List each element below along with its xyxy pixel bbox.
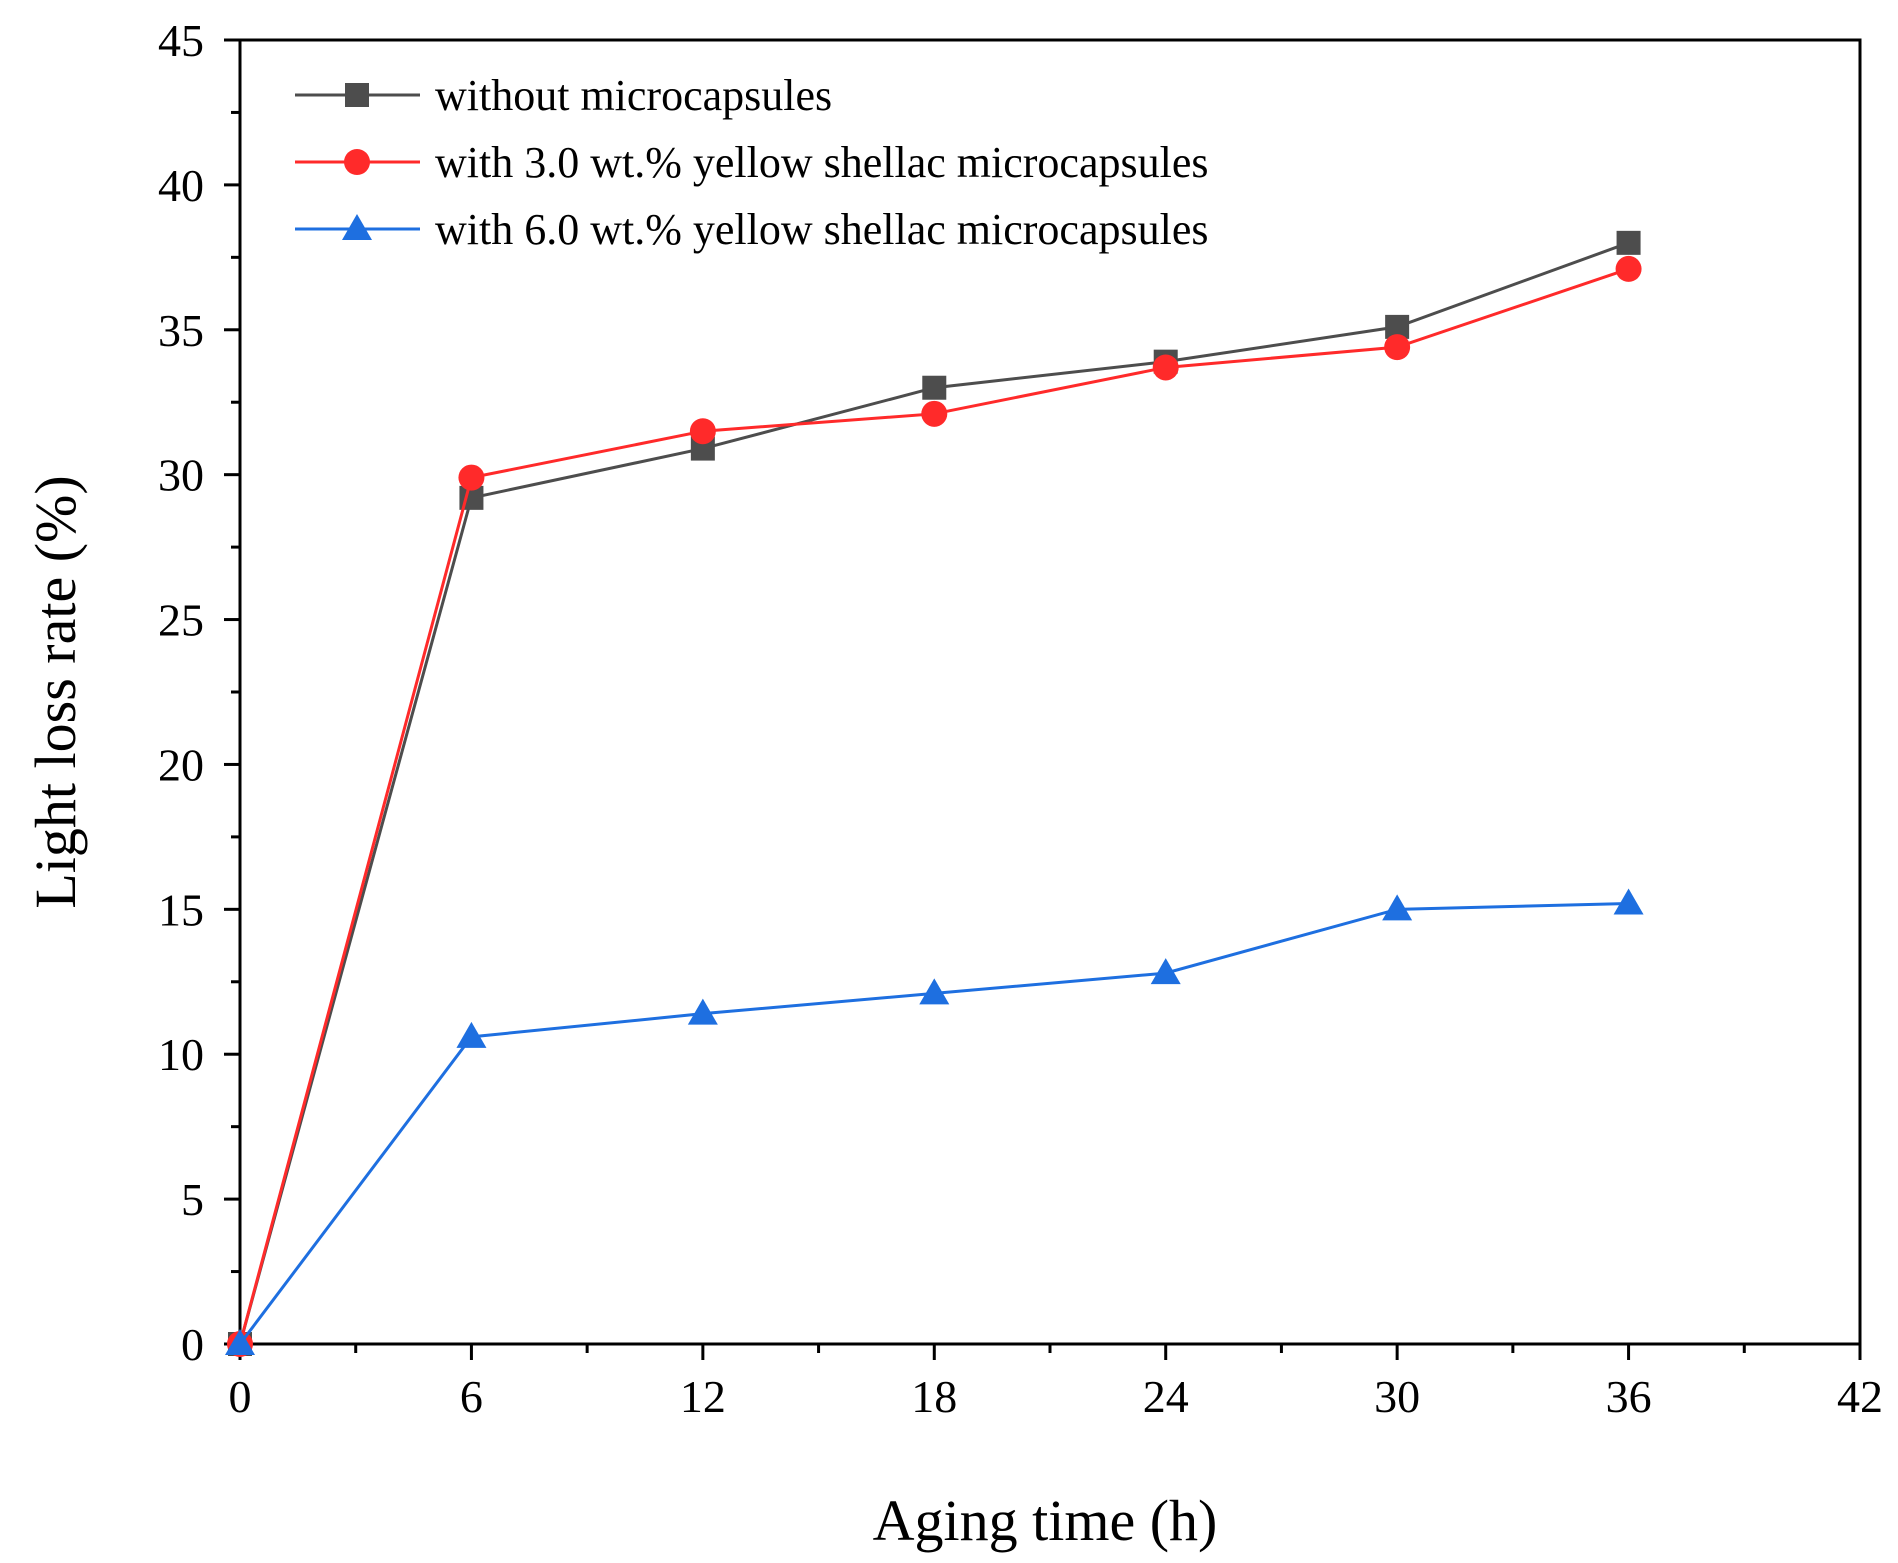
x-tick-label: 0 <box>229 1371 252 1422</box>
data-point <box>687 998 718 1025</box>
legend-marker <box>342 214 372 240</box>
x-tick-label: 12 <box>680 1371 726 1422</box>
series-line <box>238 267 1630 1345</box>
x-tick-label: 30 <box>1374 1371 1420 1422</box>
y-tick-label: 15 <box>158 884 204 935</box>
legend-marker <box>345 83 369 107</box>
data-point <box>919 978 950 1005</box>
data-point <box>1616 230 1641 255</box>
x-axis-ticks: 0 6 12 18 24 30 36 42 <box>229 1344 1883 1422</box>
series-layer <box>225 230 1644 1357</box>
data-point <box>458 464 485 491</box>
data-point <box>922 375 947 400</box>
y-tick-label: 45 <box>158 15 204 66</box>
data-point <box>1613 888 1644 915</box>
y-tick-label: 30 <box>158 450 204 501</box>
y-tick-label: 40 <box>158 160 204 211</box>
series-2 <box>227 255 1642 1357</box>
data-point <box>1384 334 1411 361</box>
y-tick-label: 0 <box>181 1319 204 1370</box>
y-axis-title: Light loss rate (%) <box>23 475 88 908</box>
data-point <box>1152 354 1179 381</box>
data-point <box>225 1329 255 1355</box>
data-point <box>1150 958 1181 985</box>
series-line <box>238 902 1629 1345</box>
y-axis-ticks: 0 5 10 15 20 25 30 35 40 45 <box>158 15 240 1370</box>
x-tick-label: 6 <box>460 1371 483 1422</box>
legend-label: with 3.0 wt.% yellow shellac microcapsul… <box>435 138 1208 187</box>
series-3 <box>225 888 1644 1355</box>
y-tick-label: 10 <box>158 1029 204 1080</box>
data-point <box>1615 255 1642 282</box>
legend-label: with 6.0 wt.% yellow shellac microcapsul… <box>435 205 1208 254</box>
y-tick-label: 35 <box>158 305 204 356</box>
y-tick-label: 20 <box>158 739 204 790</box>
data-point <box>689 418 716 445</box>
y-tick-label: 5 <box>181 1174 204 1225</box>
x-axis-title: Aging time (h) <box>873 1488 1218 1553</box>
series-1 <box>228 230 1641 1356</box>
x-tick-label: 18 <box>911 1371 957 1422</box>
data-point <box>921 400 948 427</box>
legend-item-2: with 3.0 wt.% yellow shellac microcapsul… <box>295 138 1208 187</box>
data-point <box>1382 894 1413 921</box>
legend-marker <box>344 149 370 175</box>
legend: without microcapsules with 3.0 wt.% yello… <box>295 71 1208 254</box>
legend-label: without microcapsules <box>435 71 832 120</box>
data-point <box>456 1021 487 1048</box>
x-tick-label: 42 <box>1837 1371 1883 1422</box>
x-tick-label: 36 <box>1606 1371 1652 1422</box>
x-tick-label: 24 <box>1143 1371 1189 1422</box>
legend-item-1: without microcapsules <box>295 71 832 120</box>
y-tick-label: 25 <box>158 595 204 646</box>
legend-item-3: with 6.0 wt.% yellow shellac microcapsul… <box>295 205 1208 254</box>
